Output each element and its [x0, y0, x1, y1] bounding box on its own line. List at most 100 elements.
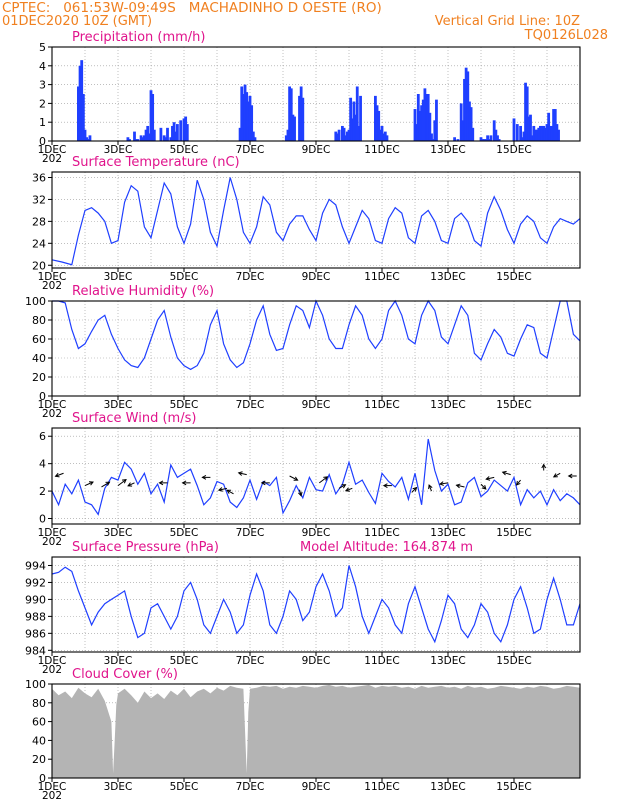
x-tick-label: 11DEC — [364, 399, 399, 411]
wind-arrow — [226, 489, 234, 495]
wind-arrow-head — [455, 483, 461, 489]
year-label: 202 — [42, 664, 62, 676]
precip-bar — [344, 135, 348, 141]
wind-arrow-head — [541, 463, 547, 469]
precip-bar — [251, 131, 255, 141]
wind-arrow-head — [438, 481, 444, 486]
precip-bar — [519, 125, 522, 141]
x-tick-label: 3DEC — [104, 399, 133, 411]
x-tick-label: 13DEC — [430, 144, 465, 156]
x-tick-label: 11DEC — [364, 271, 399, 283]
precip-bar — [524, 82, 527, 141]
x-tick-label: 5DEC — [170, 655, 199, 667]
wind-arrow — [439, 482, 449, 485]
wind-arrow — [456, 484, 465, 488]
precip-bar — [515, 124, 519, 141]
x-tick-label: 5DEC — [170, 399, 199, 411]
precip-bar — [152, 129, 156, 141]
precip-bar — [413, 109, 417, 141]
precip-bar — [537, 127, 541, 141]
wind-arrow — [411, 487, 417, 493]
wind-arrow — [338, 484, 346, 489]
precip-bar — [552, 109, 555, 141]
precip-bar — [176, 124, 179, 141]
precip-bar — [162, 135, 166, 141]
panel-title: Relative Humidity (%) — [72, 284, 214, 299]
precip-bar — [355, 86, 359, 141]
precip-bar — [543, 127, 547, 141]
precip-bar — [293, 116, 296, 141]
panel-title: Cloud Cover (%) — [72, 667, 178, 682]
x-tick-label: 7DEC — [236, 399, 265, 411]
y-tick-label: 986 — [25, 627, 46, 640]
header-date: 01DEC2020 10Z (GMT) — [2, 14, 153, 29]
precip-bar — [525, 86, 529, 141]
panel-precip: 0 1 2 3 4 5 1DEC 3DEC 5DEC 7DEC 9DEC 11DEC 13DEC 15DE… — [38, 30, 581, 165]
wind-arrow-head — [485, 476, 491, 481]
y-tick-label: 0 — [39, 135, 46, 148]
precip-bar — [354, 114, 357, 141]
wind-arrow — [289, 475, 298, 481]
x-tick-label: 9DEC — [302, 781, 331, 793]
x-tick-label: 9DEC — [302, 655, 331, 667]
wind-arrow — [480, 483, 487, 490]
precip-bar — [486, 135, 489, 141]
wind-arrow-head — [88, 481, 94, 486]
wind-arrow — [318, 476, 328, 484]
precip-bar — [466, 71, 470, 141]
precip-bar — [459, 103, 463, 141]
precip-bar — [337, 129, 341, 141]
y-tick-label: 1 — [39, 116, 46, 129]
y-tick-label: 992 — [25, 576, 46, 589]
precip-bar — [299, 86, 303, 141]
x-tick-label: 15DEC — [496, 527, 531, 539]
x-tick-label: 13DEC — [430, 655, 465, 667]
x-tick-label: 11DEC — [364, 527, 399, 539]
panel-rh: 0 20 40 60 80 100 1DEC 3DEC 5DEC 7DEC 9DEC 11DEC 13D… — [25, 284, 581, 420]
precip-bar — [461, 120, 465, 141]
y-tick-label: 28 — [32, 215, 46, 228]
precip-bar — [253, 137, 257, 141]
wind-arrow — [117, 479, 127, 487]
precip-bar — [291, 114, 295, 141]
y-tick-label: 984 — [25, 644, 46, 657]
precip-bar — [418, 110, 422, 141]
y-tick-label: 20 — [32, 371, 46, 384]
panel-title: Surface Wind (m/s) — [72, 411, 196, 426]
x-tick-label: 7DEC — [236, 271, 265, 283]
y-tick-label: 2 — [39, 97, 46, 110]
precip-bar — [520, 137, 524, 141]
precip-bar — [184, 116, 188, 141]
precip-bar — [496, 135, 499, 141]
x-tick-label: 5DEC — [170, 781, 199, 793]
precip-bar — [143, 135, 146, 141]
precip-bar — [80, 60, 84, 141]
y-tick-label: 20 — [32, 259, 46, 272]
precip-bar — [128, 139, 131, 141]
wind-arrow-head — [412, 486, 418, 492]
precip-bar — [494, 129, 498, 141]
x-tick-label: 1DEC — [38, 527, 67, 539]
precip-bar — [288, 86, 291, 141]
precip-bar — [374, 95, 377, 141]
x-tick-label: 1DEC — [38, 399, 67, 411]
wind-arrow-head — [382, 483, 388, 488]
precip-bar — [425, 94, 428, 141]
precip-bar — [430, 133, 433, 141]
panel-title: Precipitation (mm/h) — [72, 30, 205, 45]
x-tick-label: 3DEC — [104, 781, 133, 793]
precip-bar — [246, 101, 250, 141]
precip-bar — [469, 107, 473, 141]
precip-bar — [83, 129, 87, 141]
precip-bar — [126, 137, 130, 141]
x-tick-label: 13DEC — [430, 271, 465, 283]
precip-bar — [423, 88, 427, 141]
pres-line — [51, 565, 581, 644]
precip-bar — [250, 105, 254, 141]
y-tick-label: 40 — [32, 734, 46, 747]
wind-arrow-head — [121, 478, 127, 484]
y-tick-label: 5 — [39, 41, 46, 54]
precip-bar — [136, 139, 140, 141]
x-tick-label: 3DEC — [104, 527, 133, 539]
